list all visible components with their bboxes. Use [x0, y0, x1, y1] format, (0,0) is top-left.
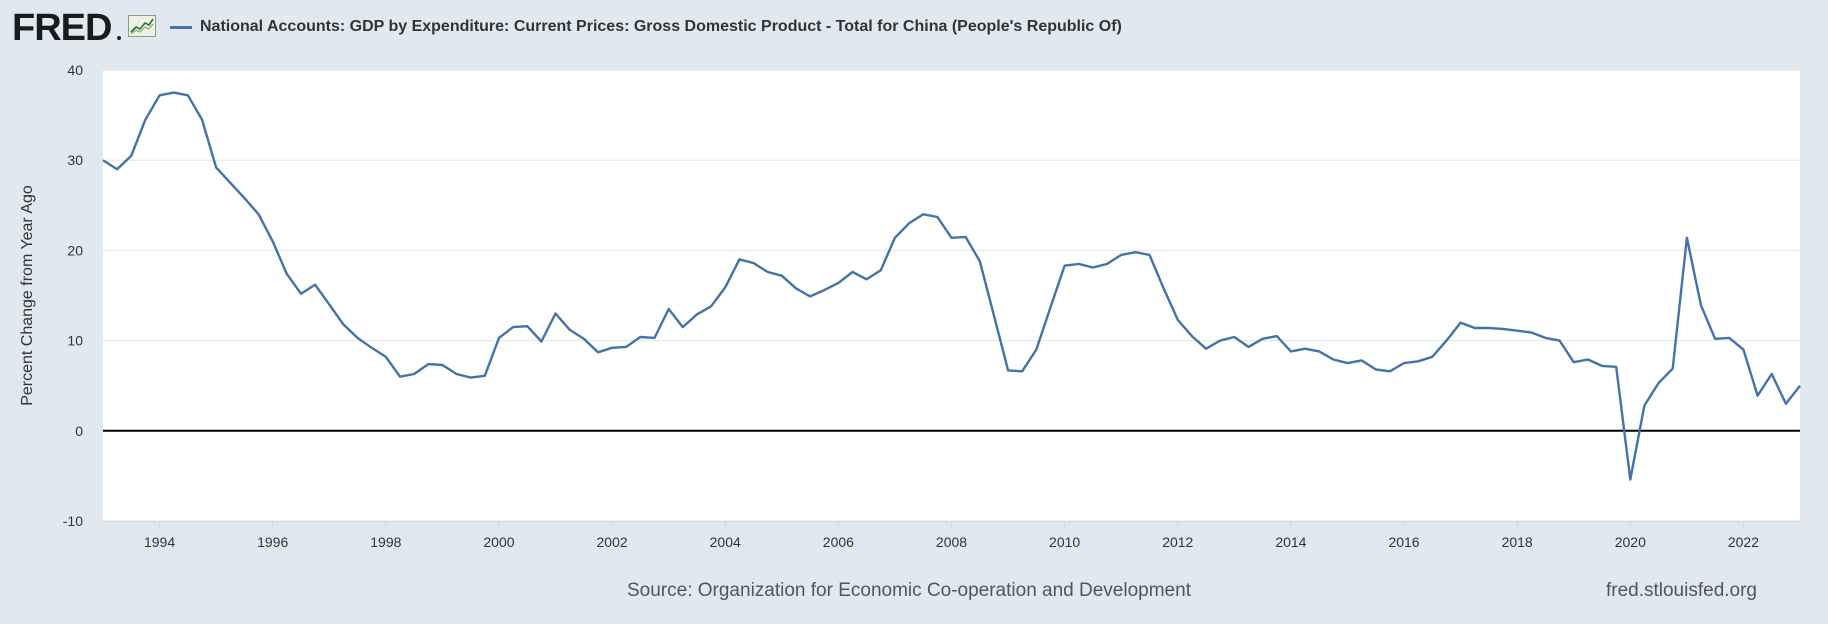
x-tick-label: 2012 [1162, 534, 1193, 550]
x-tick-label: 2006 [823, 534, 854, 550]
site-link[interactable]: fred.stlouisfed.org [1605, 580, 1757, 601]
x-tick-label: 1994 [144, 534, 175, 550]
fred-logo[interactable]: FRED [12, 7, 112, 49]
x-tick-label: 2016 [1388, 534, 1419, 550]
y-axis-title: Percent Change from Year Ago [19, 185, 36, 406]
x-tick-label: 2022 [1728, 534, 1759, 550]
chart-legend[interactable]: National Accounts: GDP by Expenditure: C… [170, 18, 1122, 36]
x-axis-ticks: 1994 1996 1998 2000 2002 2004 2006 2008 2010 2012… [103, 521, 1800, 550]
x-tick-label: 2018 [1502, 534, 1533, 550]
x-tick-label: 2008 [936, 534, 967, 550]
x-tick-label: 2020 [1615, 534, 1646, 550]
y-tick-label: 30 [67, 152, 83, 168]
x-tick-label: 2000 [483, 534, 514, 550]
legend-swatch [170, 25, 192, 29]
x-tick-label: 2004 [710, 534, 741, 550]
x-tick-label: 2010 [1049, 534, 1080, 550]
y-tick-label: 10 [67, 333, 83, 349]
x-tick-label: 1996 [257, 534, 288, 550]
chart-header: FRED National Accounts: GDP by Expenditu… [0, 0, 1828, 60]
y-tick-label: 20 [67, 242, 83, 258]
x-tick-label: 1998 [370, 534, 401, 550]
source-note: Source: Organization for Economic Co-ope… [627, 580, 1191, 601]
y-tick-label: 40 [67, 62, 83, 78]
series-line[interactable] [102, 91, 1801, 481]
x-tick-label: 2002 [597, 534, 628, 550]
logo-graph-icon [128, 15, 156, 37]
logo-registered-mark [117, 36, 121, 40]
y-tick-label: -10 [63, 513, 83, 529]
plot-area [103, 70, 1800, 521]
x-tick-label: 2014 [1275, 534, 1306, 550]
y-axis-ticks: -10 0 10 20 30 40 [63, 62, 83, 529]
y-tick-label: 0 [75, 423, 83, 439]
legend-label: National Accounts: GDP by Expenditure: C… [200, 18, 1122, 35]
